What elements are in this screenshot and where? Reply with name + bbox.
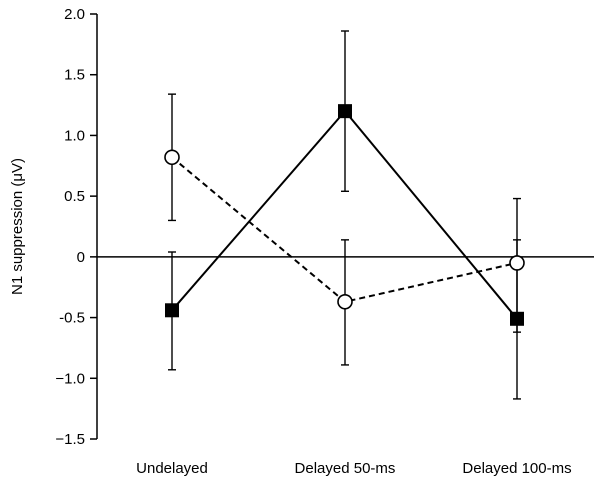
y-tick-label: 1.0 xyxy=(64,127,85,144)
data-point-square xyxy=(338,104,352,119)
x-tick-label: Delayed 100-ms xyxy=(462,460,571,477)
y-tick-label: -0.5 xyxy=(59,310,85,327)
x-tick-label: Undelayed xyxy=(136,460,208,477)
y-tick-label: −1.0 xyxy=(55,370,85,387)
y-tick-label: −1.5 xyxy=(55,431,85,448)
data-point-circle xyxy=(164,149,180,166)
x-axis-labels: Undelayed Delayed 50-ms Delayed 100-ms xyxy=(136,460,571,477)
y-tick-label: 0.5 xyxy=(64,188,85,205)
x-tick-label: Delayed 50-ms xyxy=(295,460,396,477)
data-point-circle xyxy=(509,255,525,271)
series-2 xyxy=(164,93,525,366)
series-group xyxy=(164,30,525,400)
y-tick-label: 0 xyxy=(77,249,85,266)
data-point-circle xyxy=(337,293,353,310)
y-axis-label: N1 suppression (μV) xyxy=(9,158,26,295)
y-tick-label: 1.5 xyxy=(64,67,85,84)
y-tick-label: 2.0 xyxy=(64,6,85,23)
data-point-square xyxy=(165,303,179,318)
y-axis: 2.0 1.5 1.0 0.5 0 -0.5 −1.0 −1.5 xyxy=(55,6,98,448)
